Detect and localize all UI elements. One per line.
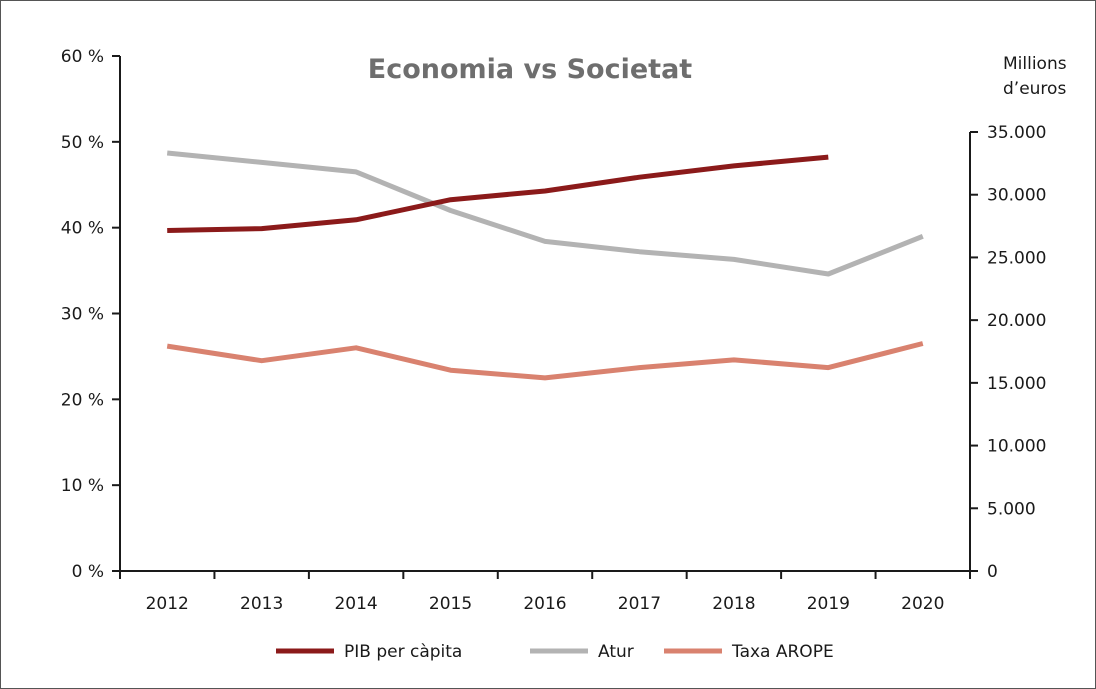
right-axis-tick-label: 35.000 [987,123,1046,143]
right-axis-tick-label: 10.000 [987,437,1046,457]
right-axis-ticks: 0 5.000 10.000 15.000 20.000 25.000 30.000 35.0… [970,123,1046,582]
x-axis-tick-label: 2016 [523,594,566,614]
left-axis-tick-label: 60 % [61,47,104,67]
series-line-taxa-arope [166,341,924,381]
left-axis-ticks: 0 % 10 % 20 % 30 % 40 % 50 % 60 % [61,47,120,582]
right-axis-tick-label: 5.000 [987,499,1036,519]
left-axis-tick-label: 40 % [61,219,104,239]
left-axis-tick-label: 0 % [72,562,104,582]
right-axis-tick-label: 30.000 [987,186,1046,206]
right-axis-tick-label: 15.000 [987,374,1046,394]
x-axis-tick-label: 2015 [429,594,472,614]
right-axis-tick-label: 25.000 [987,248,1046,268]
legend-label-atur: Atur [598,642,634,662]
series-layer [166,150,924,381]
legend-label-taxa-arope: Taxa AROPE [731,642,834,662]
x-axis-tick-label: 2012 [146,594,189,614]
x-axis-ticks: 2012 2013 2014 2015 2016 2017 2018 2019 2020 [119,571,971,614]
series-line-pib-per-c-pita [167,154,829,233]
right-axis-unit-line-1: Millions [1003,54,1067,74]
left-axis-tick-label: 50 % [61,133,104,153]
x-axis-tick-label: 2014 [334,594,377,614]
legend-label-pib-per-c-pita: PIB per càpita [344,642,462,662]
left-axis-tick-label: 10 % [61,476,104,496]
legend: PIB per càpita Atur Taxa AROPE [276,642,834,662]
right-axis-tick-label: 0 [987,562,998,582]
x-axis-tick-label: 2017 [618,594,661,614]
x-axis-tick-label: 2019 [807,594,850,614]
right-axis-unit-line-2: d’euros [1003,79,1066,99]
left-axis-tick-label: 30 % [61,305,104,325]
right-axis-tick-label: 20.000 [987,311,1046,331]
x-axis-tick-label: 2018 [712,594,755,614]
chart-title: Economia vs Societat [368,54,693,85]
x-axis-tick-label: 2020 [901,594,944,614]
series-line-atur [166,150,924,277]
x-axis-tick-label: 2013 [240,594,283,614]
left-axis-tick-label: 20 % [61,390,104,410]
